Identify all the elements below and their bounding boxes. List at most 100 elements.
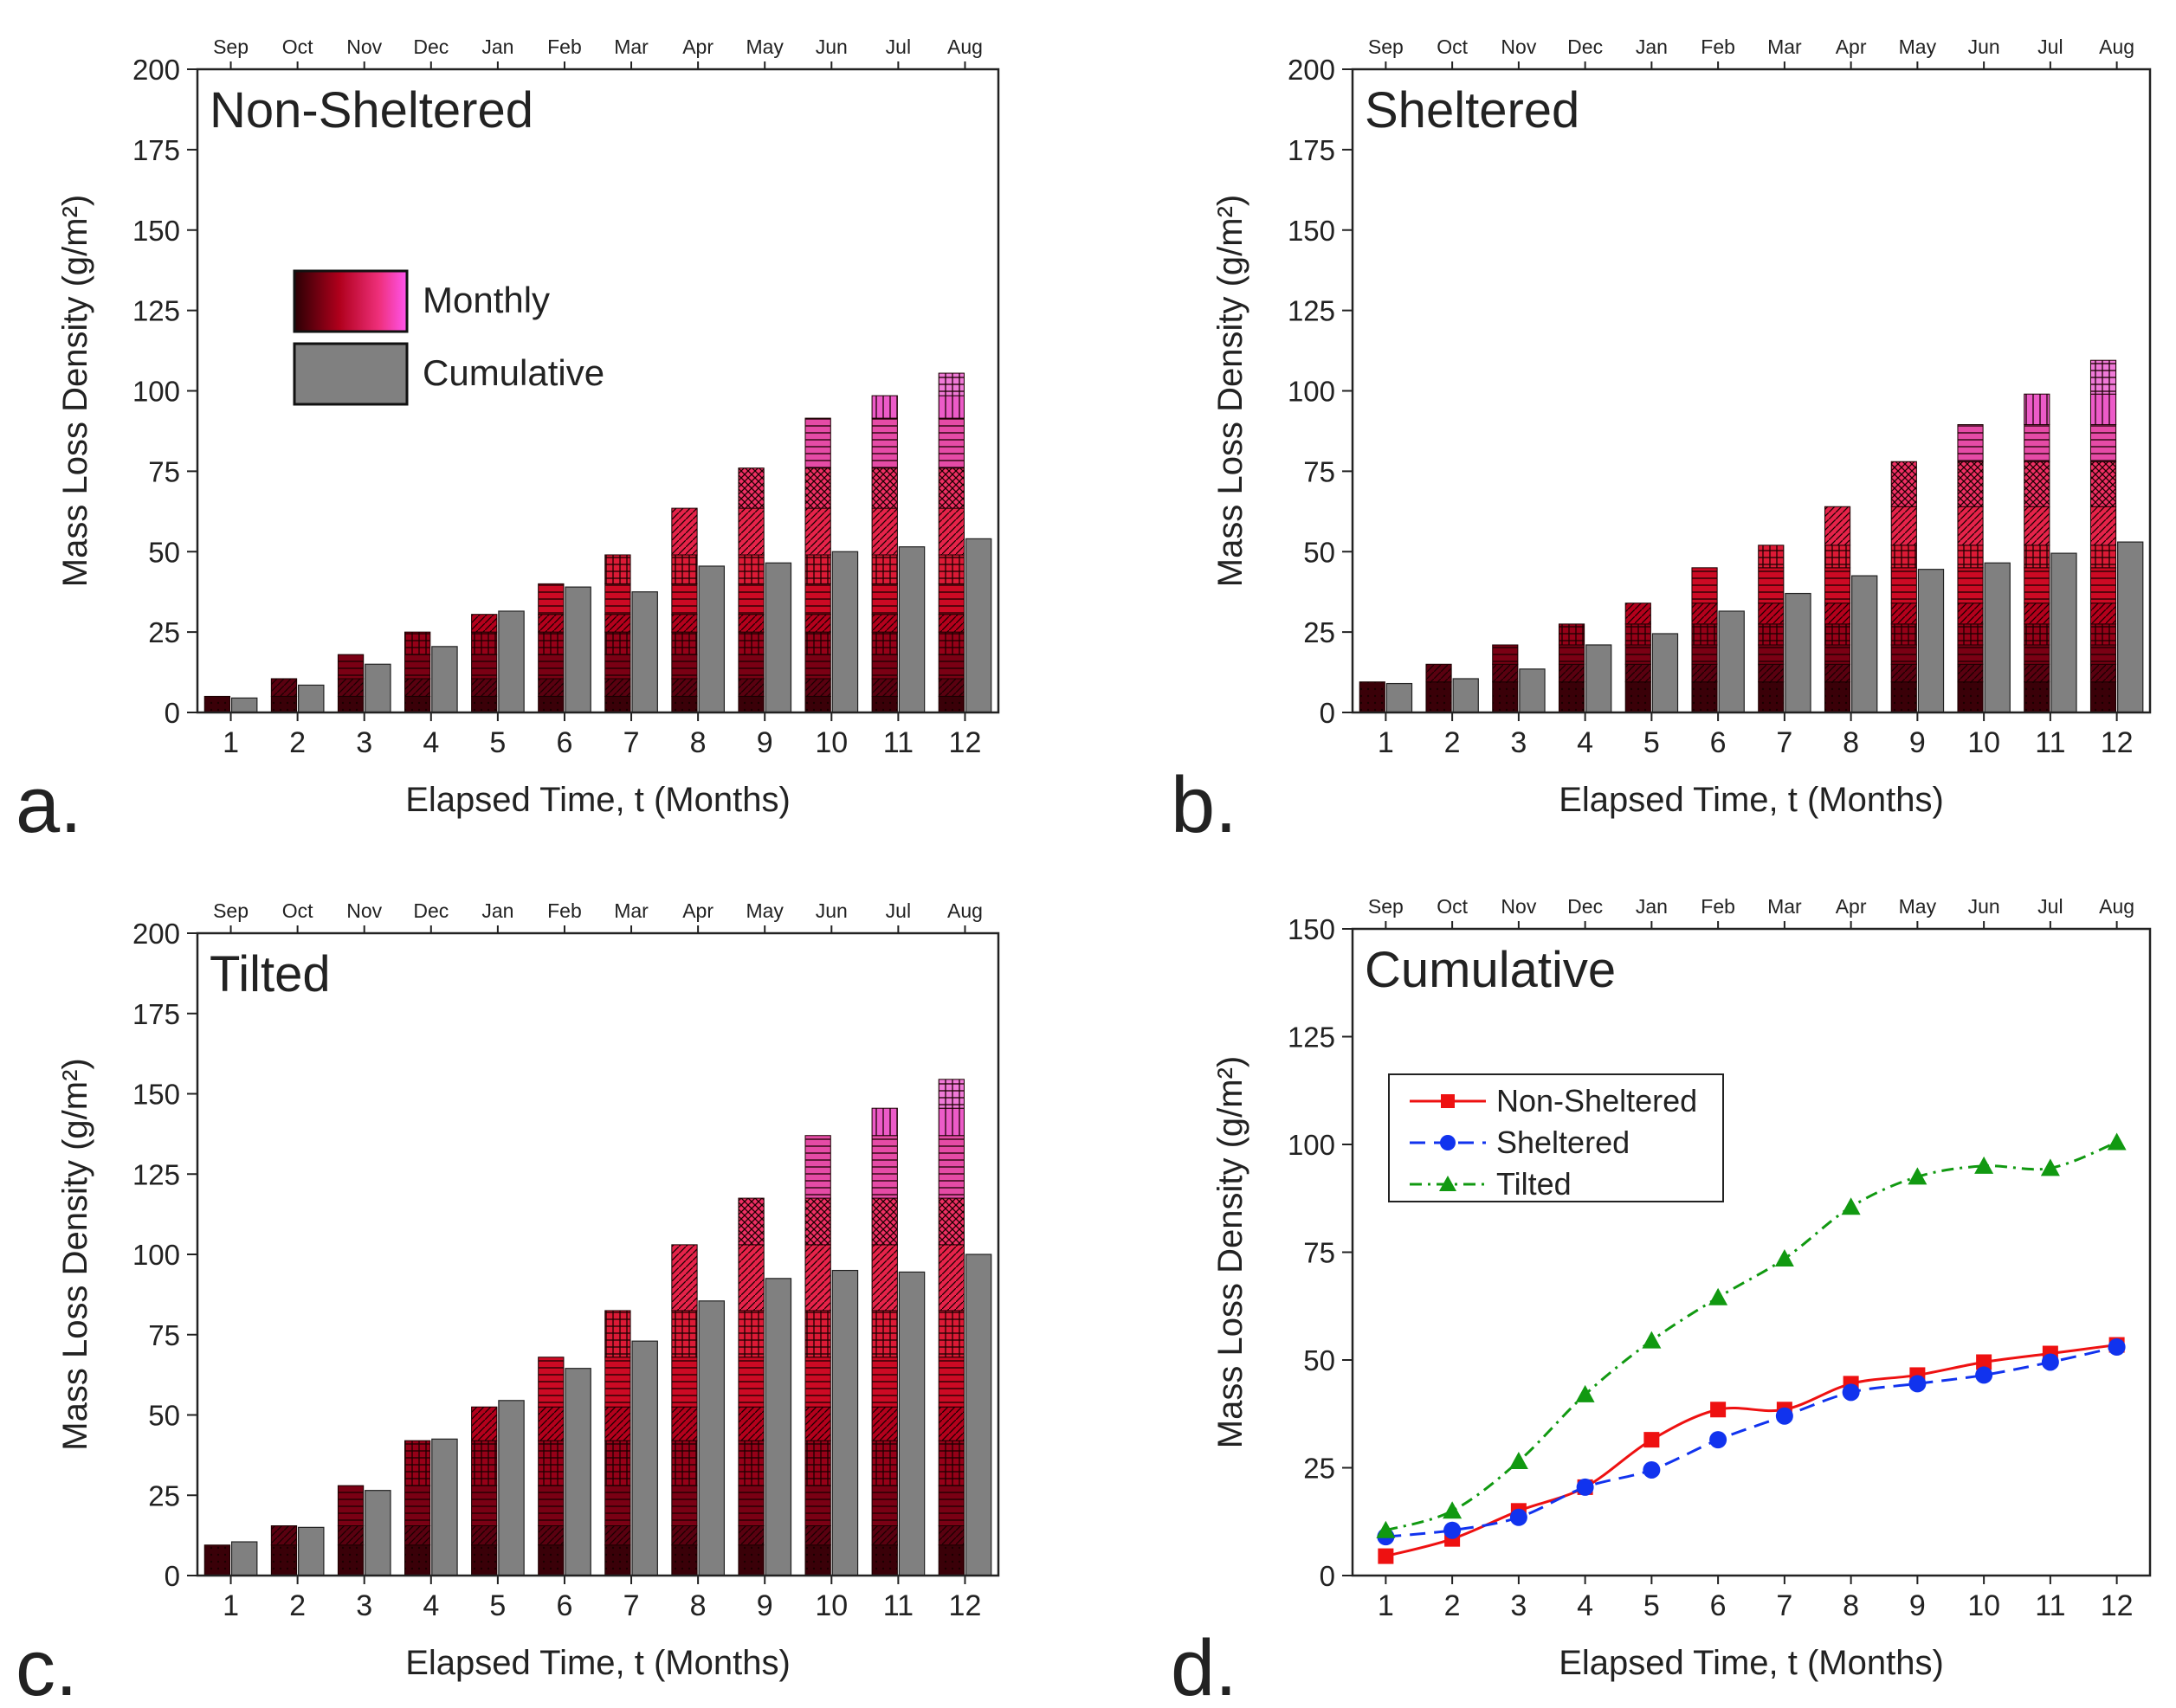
monthly-bar-segment xyxy=(1691,623,1718,646)
monthly-bar-segment xyxy=(1558,623,1585,646)
month-label: Dec xyxy=(1567,35,1603,58)
monthly-bar-segment xyxy=(804,507,831,556)
monthly-bar-segment xyxy=(404,631,431,655)
cumulative-bar xyxy=(365,1490,391,1576)
month-label: Mar xyxy=(614,35,649,58)
data-point xyxy=(2108,1338,2126,1357)
monthly-bar-segment xyxy=(804,678,831,697)
monthly-bar-segment xyxy=(938,1244,965,1312)
monthly-bar-segment xyxy=(804,583,831,616)
month-label: Sep xyxy=(1368,895,1404,918)
monthly-bar-segment xyxy=(1492,644,1519,665)
monthly-bar-segment xyxy=(738,467,765,509)
x-tick-label: 4 xyxy=(423,726,439,759)
monthly-bar-segment xyxy=(471,654,498,680)
monthly-bar-segment xyxy=(1624,603,1651,625)
monthly-bar-segment xyxy=(1691,567,1718,604)
monthly-bar-segment xyxy=(871,417,898,469)
x-tick-label: 6 xyxy=(1710,726,1727,759)
monthly-bar-segment xyxy=(2089,393,2117,426)
monthly-bar-segment xyxy=(738,507,765,556)
month-label: Aug xyxy=(2099,35,2134,58)
monthly-bar-segment xyxy=(804,417,831,469)
y-axis-label: Mass Loss Density (g/m²) xyxy=(56,1058,94,1450)
panel-title: Sheltered xyxy=(1365,82,1579,139)
monthly-bar-segment xyxy=(270,695,298,713)
monthly-bar-segment xyxy=(471,614,498,633)
monthly-bar-segment xyxy=(1359,681,1385,713)
monthly-bar-segment xyxy=(804,1135,831,1199)
cumulative-bar xyxy=(831,1269,859,1576)
monthly-bar-segment xyxy=(604,1485,631,1526)
month-label: Aug xyxy=(947,35,983,58)
data-point xyxy=(1576,1478,1594,1496)
month-label: Aug xyxy=(2099,895,2134,918)
x-tick-label: 8 xyxy=(690,726,707,759)
data-point xyxy=(1710,1402,1727,1418)
monthly-bar-segment xyxy=(538,695,565,713)
month-label: Sep xyxy=(213,899,249,922)
monthly-bar-segment xyxy=(1558,663,1585,683)
monthly-bar-segment xyxy=(1824,681,1851,713)
x-tick-label: 3 xyxy=(356,1589,372,1622)
monthly-bar-segment xyxy=(938,583,965,616)
data-point xyxy=(1908,1375,1927,1393)
legend-marker xyxy=(1440,1135,1456,1150)
monthly-bar-segment xyxy=(2024,506,2050,546)
legend-label: Sheltered xyxy=(1496,1125,1630,1160)
monthly-bar-segment xyxy=(871,1107,898,1137)
month-label: Nov xyxy=(1501,35,1536,58)
month-label: Mar xyxy=(1767,35,1802,58)
legend-swatch-cumulative xyxy=(293,342,409,406)
monthly-bar-segment xyxy=(604,614,631,633)
month-label: Jun xyxy=(816,35,848,58)
monthly-bar-segment xyxy=(538,614,565,633)
monthly-bar-segment xyxy=(738,554,765,584)
x-tick-label: 12 xyxy=(2101,1589,2134,1622)
monthly-bar-segment xyxy=(471,695,498,713)
cumulative-bar xyxy=(765,562,792,713)
x-tick-label: 7 xyxy=(1776,1589,1792,1622)
monthly-bar-segment xyxy=(938,1079,965,1109)
x-tick-label: 12 xyxy=(949,1589,982,1622)
monthly-bar-segment xyxy=(404,1485,431,1526)
month-label: Sep xyxy=(213,35,249,58)
month-label: May xyxy=(1899,895,1937,918)
data-point xyxy=(1974,1156,1994,1174)
x-tick-label: 1 xyxy=(223,726,239,759)
y-tick-label: 75 xyxy=(1303,1237,1335,1269)
monthly-bar-segment xyxy=(538,1357,565,1408)
monthly-bar-segment xyxy=(871,1544,898,1576)
monthly-bar-segment xyxy=(938,654,965,680)
monthly-bar-segment xyxy=(938,614,965,633)
monthly-bar-segment xyxy=(1890,567,1917,604)
y-axis-label: Mass Loss Density (g/m²) xyxy=(56,195,94,587)
monthly-bar-segment xyxy=(538,1544,565,1576)
x-tick-label: 2 xyxy=(1444,1589,1461,1622)
monthly-bar-segment xyxy=(471,1485,498,1526)
y-tick-label: 100 xyxy=(1288,376,1335,408)
cumulative-bar xyxy=(1585,644,1612,713)
month-label: Dec xyxy=(413,35,449,58)
monthly-bar-segment xyxy=(604,695,631,713)
x-tick-label: 5 xyxy=(489,726,506,759)
legend-marker xyxy=(1439,1176,1456,1191)
monthly-bar-segment xyxy=(1691,644,1718,665)
x-tick-label: 11 xyxy=(2035,726,2065,759)
monthly-bar-segment xyxy=(471,1440,498,1486)
monthly-bar-segment xyxy=(738,583,765,616)
monthly-bar-segment xyxy=(738,1406,765,1441)
x-tick-label: 7 xyxy=(623,726,640,759)
y-tick-label: 100 xyxy=(1288,1129,1335,1161)
monthly-bar-segment xyxy=(938,1485,965,1526)
y-tick-label: 150 xyxy=(1288,215,1335,247)
monthly-bar-segment xyxy=(538,1440,565,1486)
y-tick-label: 50 xyxy=(148,1400,180,1432)
monthly-bar-segment xyxy=(1957,603,1984,625)
panel-title: Cumulative xyxy=(1365,942,1616,998)
monthly-bar-segment xyxy=(804,467,831,509)
monthly-bar-segment xyxy=(804,1485,831,1526)
monthly-bar-segment xyxy=(738,1440,765,1486)
monthly-bar-segment xyxy=(871,614,898,633)
data-point xyxy=(1508,1452,1528,1470)
